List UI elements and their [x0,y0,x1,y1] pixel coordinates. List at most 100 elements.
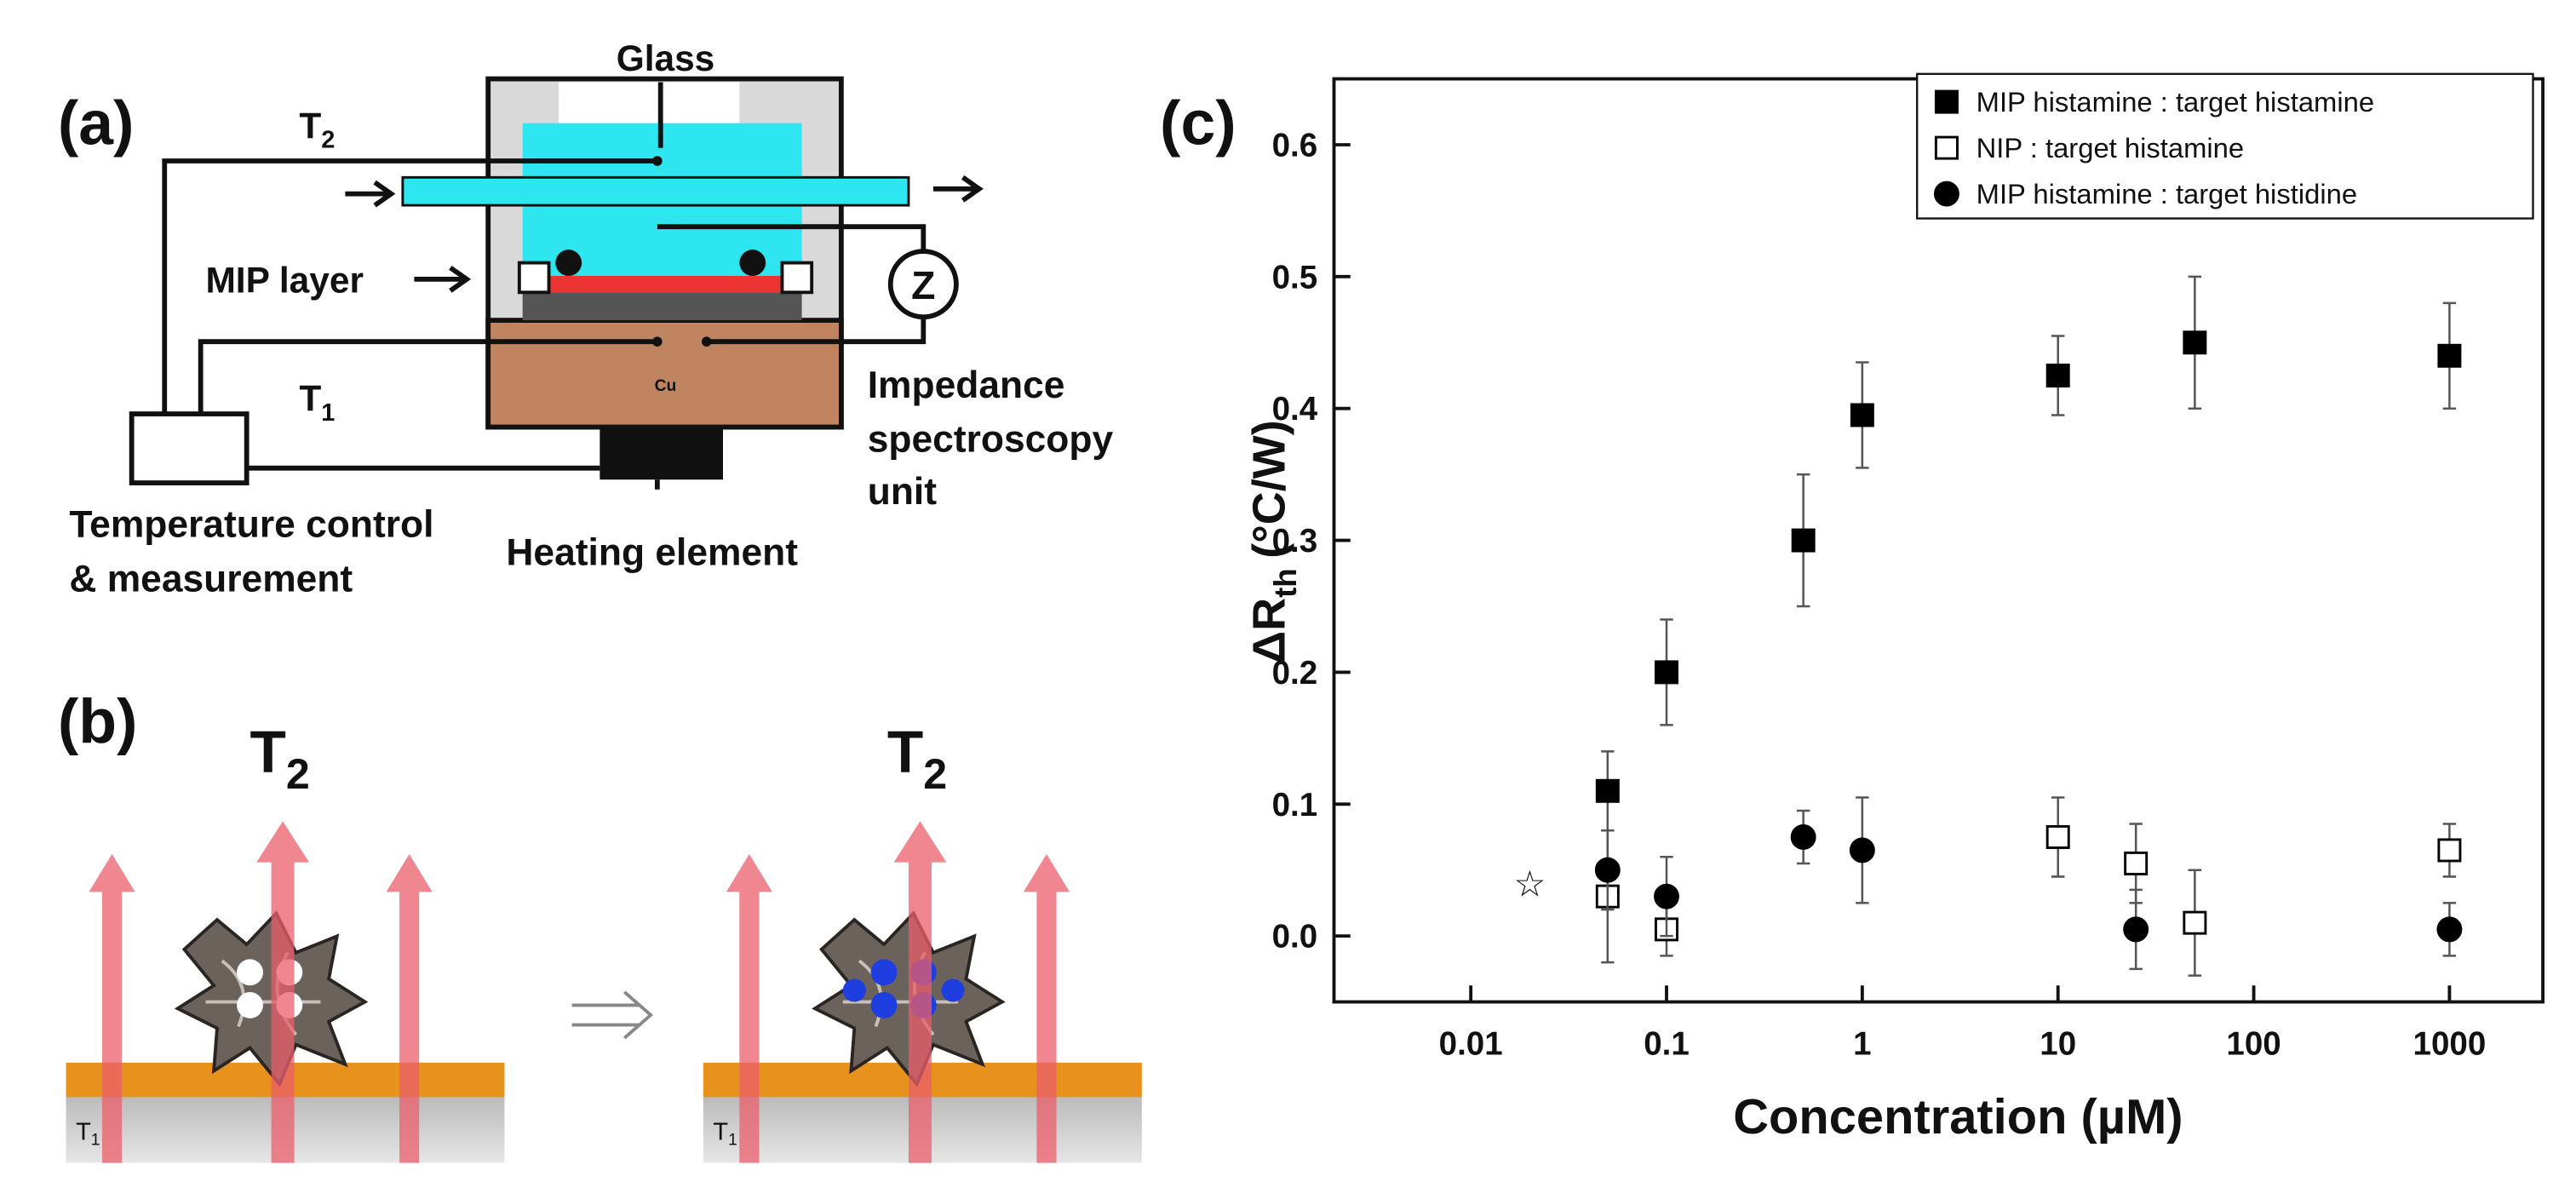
x-tick-label: 0.01 [1439,1025,1503,1062]
arrow [345,180,396,208]
label: T2 [250,719,310,798]
seal [780,261,814,295]
y-tick-label: 0.0 [1272,919,1318,955]
data-point [2045,364,2070,387]
label: T2 [299,106,335,154]
label: MIP layer [205,260,364,300]
label: T [299,106,321,146]
label: Cu [655,377,677,395]
wire [162,158,657,415]
label: Temperature control [69,504,433,546]
y-tick-label: 0.1 [1272,787,1318,823]
mip-layer [550,276,781,293]
y-axis-label: ΔR [1244,598,1295,664]
label: T2 [887,719,947,798]
panel-label: (c) [1160,89,1236,158]
data-point [1594,857,1621,883]
y-tick-label: 0.2 [1272,655,1318,691]
label: & measurement [69,558,353,600]
label: Z [911,263,935,307]
data-point [2124,851,2149,875]
copper-block [485,318,844,430]
probe [652,156,663,166]
seal [517,261,551,295]
label: T1 [76,1119,100,1150]
label: T1 [299,378,335,427]
data-point [2437,838,2462,863]
label: T [76,1119,91,1146]
heating-element [600,427,724,480]
probe [652,336,663,347]
subscript: 2 [321,127,335,154]
x-tick-label: 100 [2226,1025,2281,1062]
legend-marker [1934,89,1959,114]
substrate [522,292,802,321]
subscript: 1 [91,1131,100,1149]
data-point [1791,528,1816,553]
wire [198,339,657,415]
x-tick-label: 0.1 [1644,1025,1690,1062]
label: T [250,719,286,785]
arrow [414,266,472,293]
data-point [2123,916,2149,943]
panel-a: (a) Glass T2 MIP layer Cu Z T1 Impeda [58,38,1114,600]
subscript: th [1268,568,1303,598]
label: T [887,719,923,785]
legend-label: MIP histamine : target histidine [1976,178,2357,209]
data-point [1595,778,1620,803]
shape [237,959,263,986]
data-point [1790,824,1816,850]
wire [657,224,927,252]
x-tick-label: 10 [2040,1025,2076,1062]
probe [701,336,712,347]
x-tick-label: 1 [1853,1025,1871,1062]
subscript: 2 [923,750,947,798]
arrow [932,175,984,203]
holder-opening [559,82,740,123]
impedance-meter [887,249,959,320]
wire [706,317,927,345]
shape [237,991,263,1018]
y-tick-label: 0.6 [1272,128,1318,164]
panel-c: (c) Concentration (µM) ΔRth(°C/W) 0.01 0.… [1160,72,2545,1144]
subscript: 1 [321,399,335,427]
y-axis-unit: (°C/W) [1244,420,1295,559]
shape [870,991,898,1018]
data-point [2183,330,2207,355]
data-point [1655,660,1678,685]
label: Glass [617,38,715,78]
legend: MIP histamine : target histamine NIP : ta… [1916,72,2534,220]
data-point [1849,837,1875,863]
glass [401,175,910,207]
data-point [2183,910,2207,935]
data-point [1654,883,1679,909]
legend-marker [1933,181,1959,207]
label: unit [868,471,938,513]
data-point [1850,403,1874,427]
label: T1 [713,1119,737,1150]
label: Impedance [868,364,1065,406]
y-tick-label: 0.5 [1272,259,1318,295]
label: T [713,1119,728,1146]
shape [870,959,898,986]
shape [941,978,965,1002]
data-point [2437,343,2462,368]
o-ring [739,250,766,277]
panel-label: (b) [58,686,138,756]
transition-arrow [571,990,654,1040]
data-point [2436,916,2463,943]
y-tick-label: 0.3 [1272,523,1318,559]
x-axis-label: Concentration (µM) [1733,1090,2183,1144]
legend-marker [1934,135,1959,160]
legend-box [1916,72,2534,220]
panel-label: (a) [58,89,135,158]
annotation: ☆ [1513,864,1546,904]
shape [842,978,866,1002]
x-tick-label: 1000 [2413,1025,2487,1062]
controller [129,411,250,485]
data-point [2045,824,2070,849]
subscript: 1 [728,1131,737,1149]
label: spectroscopy [868,418,1114,460]
legend-label: NIP : target histamine [1976,132,2244,164]
